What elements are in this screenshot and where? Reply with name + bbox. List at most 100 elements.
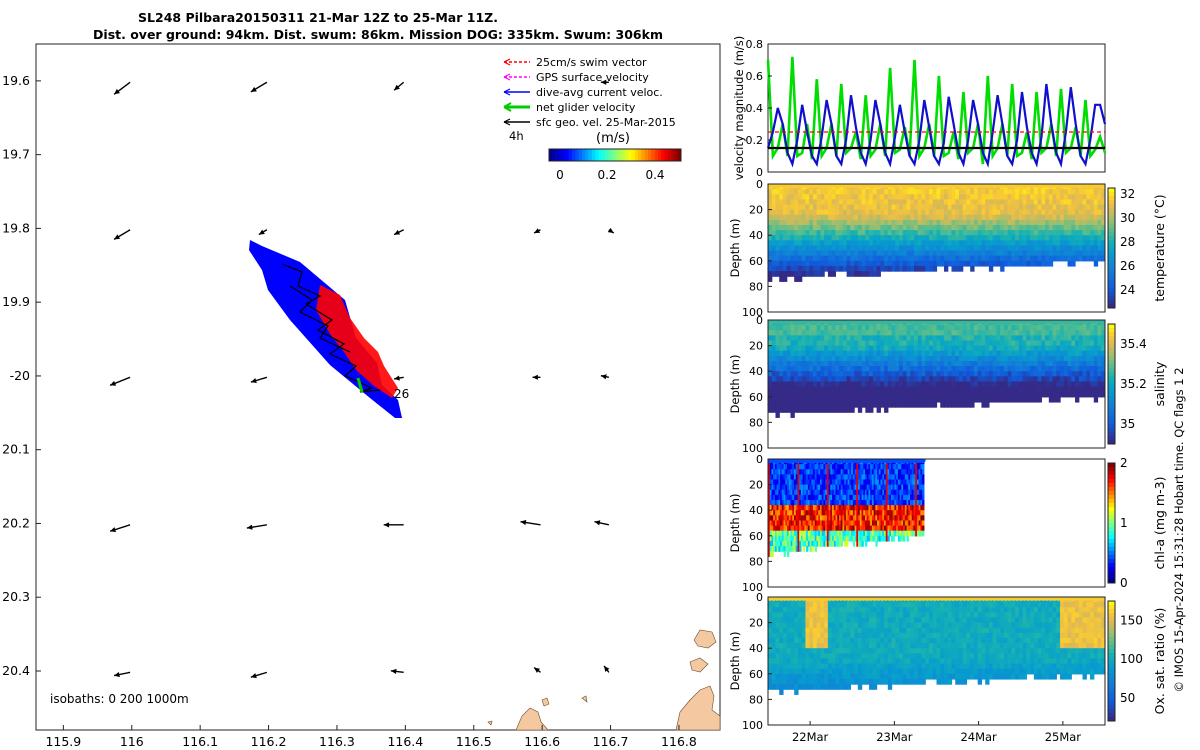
section-cell xyxy=(992,381,998,388)
section-cell xyxy=(820,407,825,413)
section-cell xyxy=(1056,335,1061,342)
section-cell xyxy=(800,525,804,532)
section-cell xyxy=(1045,345,1050,352)
section-cell xyxy=(865,366,870,372)
section-cell xyxy=(845,469,849,475)
section-cell xyxy=(825,464,828,470)
section-cell xyxy=(996,219,1001,226)
section-cell xyxy=(1003,340,1009,347)
section-cell xyxy=(819,489,823,496)
section-cell xyxy=(895,240,900,247)
section-cell xyxy=(1078,250,1084,257)
section-cell xyxy=(1097,391,1102,398)
section-cell xyxy=(823,474,826,481)
section-cell xyxy=(943,199,949,206)
section-cell xyxy=(914,230,919,236)
section-cell xyxy=(773,494,776,501)
section-cell xyxy=(962,391,968,398)
section-cell xyxy=(901,469,904,475)
section-cell xyxy=(895,235,900,241)
section-cell xyxy=(835,360,840,367)
section-cell xyxy=(940,260,945,267)
section-cell xyxy=(1063,335,1069,342)
section-cell xyxy=(865,360,870,367)
section-cell xyxy=(901,494,904,501)
section-cell xyxy=(899,499,902,506)
section-cell xyxy=(876,235,881,241)
section-cell xyxy=(839,391,844,398)
section-cell xyxy=(790,330,795,336)
section-cell xyxy=(1026,330,1031,336)
section-cell xyxy=(1048,245,1054,252)
section-cell xyxy=(768,540,771,547)
section-cell xyxy=(801,335,807,342)
section-cell xyxy=(773,525,776,532)
section-cell xyxy=(929,204,934,211)
section-cell xyxy=(876,335,881,342)
section-cell xyxy=(921,240,926,247)
section-cell xyxy=(895,219,900,226)
section-cell xyxy=(846,194,851,200)
section-cell xyxy=(955,255,960,262)
section-cell xyxy=(864,484,868,491)
section-cell xyxy=(896,520,899,527)
section-cell xyxy=(790,510,793,516)
section-cell xyxy=(865,189,870,195)
x-tick-label: 115.9 xyxy=(45,734,81,749)
section-cell xyxy=(895,335,900,342)
section-cell xyxy=(878,525,882,532)
section-cell xyxy=(806,484,809,491)
section-cell xyxy=(958,335,964,342)
section-cell xyxy=(873,530,876,537)
section-cell xyxy=(850,386,855,393)
y-tick-label: 60 xyxy=(749,255,763,268)
section-cell xyxy=(797,366,803,372)
section-cell xyxy=(775,265,780,272)
section-cell xyxy=(896,510,899,516)
section-cell xyxy=(825,484,828,491)
section-cell xyxy=(873,520,876,527)
section-cell xyxy=(940,209,945,216)
section-cell xyxy=(925,250,930,257)
section-cell xyxy=(866,499,870,506)
section-cell xyxy=(857,260,863,267)
section-cell xyxy=(925,235,930,241)
section-cell xyxy=(778,535,781,542)
section-cell xyxy=(1075,371,1080,377)
section-cell xyxy=(887,204,893,211)
section-cell xyxy=(852,499,856,506)
section-cell xyxy=(851,505,854,511)
section-cell xyxy=(768,381,773,388)
section-cell xyxy=(816,366,822,372)
section-cell xyxy=(902,350,908,357)
section-cell xyxy=(878,510,882,516)
section-cell xyxy=(884,209,889,216)
section-cell xyxy=(797,350,803,357)
section-cell xyxy=(958,386,964,393)
section-cell xyxy=(802,535,805,542)
section-cell xyxy=(1052,250,1057,257)
section-cell xyxy=(842,350,848,357)
section-cell xyxy=(858,525,861,532)
section-cell xyxy=(771,325,777,331)
section-cell xyxy=(880,199,885,206)
colorbar-cell xyxy=(657,149,662,161)
section-cell xyxy=(872,250,878,257)
section-cell xyxy=(947,376,953,383)
section-cell xyxy=(1022,350,1027,357)
section-cell xyxy=(825,535,828,542)
section-cell xyxy=(1048,240,1054,247)
section-cell xyxy=(878,505,882,511)
section-cell xyxy=(768,499,771,506)
section-cell xyxy=(783,505,786,511)
section-cell xyxy=(892,530,896,537)
section-cell xyxy=(821,515,825,522)
section-cell xyxy=(876,209,881,216)
section-cell xyxy=(932,381,938,388)
arrow-head xyxy=(607,227,614,233)
section-cell xyxy=(814,469,818,475)
section-cell xyxy=(842,240,848,247)
section-cell xyxy=(1041,335,1046,342)
section-cell xyxy=(1060,240,1065,247)
section-cell xyxy=(910,401,915,408)
